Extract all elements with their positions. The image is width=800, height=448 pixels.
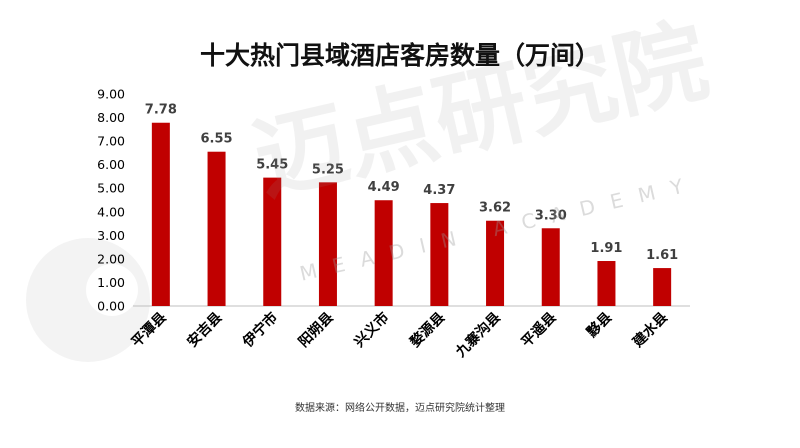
y-axis: 0.00 1.00 2.00 3.00 4.00 5.00 6.00 7.00 8.00 9.00 [97, 87, 125, 314]
bar-value-label: 6.55 [201, 132, 233, 147]
x-tick-label: 九寨沟县 [452, 309, 504, 361]
bar [151, 122, 170, 306]
source-note: 数据来源：网络公开数据，迈点研究院统计整理 [295, 403, 505, 414]
bar-value-label: 3.30 [535, 208, 567, 223]
x-tick-label: 黟县 [583, 309, 615, 341]
y-tick-label: 6.00 [97, 157, 125, 172]
bar-value-label: 1.91 [590, 241, 622, 256]
y-tick-label: 8.00 [97, 110, 125, 125]
bar-value-label: 7.78 [145, 103, 177, 118]
value-labels: 7.78 6.55 5.45 5.25 4.49 4.37 3.62 3.30 1.91 1.61 [145, 103, 678, 263]
y-tick-label: 1.00 [97, 275, 125, 290]
y-tick-label: 7.00 [97, 134, 125, 149]
bar [430, 203, 449, 306]
bar [486, 220, 505, 306]
bar [653, 268, 672, 306]
x-tick-label: 婺源县 [406, 309, 448, 351]
x-tick-label: 建水县 [629, 309, 671, 351]
y-tick-label: 0.00 [97, 299, 125, 314]
bar [263, 177, 282, 306]
bar [207, 151, 226, 306]
bar-value-label: 3.62 [479, 201, 511, 216]
bar-value-label: 5.45 [256, 158, 288, 173]
bar [318, 182, 337, 306]
x-axis: 平潭县 安吉县 伊宁市 阳朔县 兴义市 婺源县 九寨沟县 平遥县 黟县 建水县 [128, 309, 671, 361]
bar-value-label: 4.37 [423, 183, 455, 198]
watermark-logo [26, 238, 150, 362]
y-tick-label: 2.00 [97, 251, 125, 266]
x-tick-label: 伊宁市 [239, 309, 281, 351]
y-tick-label: 9.00 [97, 87, 125, 102]
bar [541, 228, 560, 306]
y-tick-label: 3.00 [97, 228, 125, 243]
x-tick-label: 安吉县 [184, 309, 226, 351]
y-tick-label: 4.00 [97, 204, 125, 219]
y-tick-label: 5.00 [97, 181, 125, 196]
bar-value-label: 4.49 [368, 180, 400, 195]
chart-title: 十大热门县域酒店客房数量（万间） [199, 41, 600, 70]
bar-series [151, 122, 672, 306]
x-tick-label: 平遥县 [518, 309, 560, 351]
bar-value-label: 5.25 [312, 162, 344, 177]
bar-value-label: 1.61 [646, 248, 678, 263]
x-tick-label: 阳朔县 [295, 309, 337, 351]
bar [374, 200, 393, 306]
x-tick-label: 兴义市 [351, 309, 393, 351]
bar [597, 261, 616, 306]
